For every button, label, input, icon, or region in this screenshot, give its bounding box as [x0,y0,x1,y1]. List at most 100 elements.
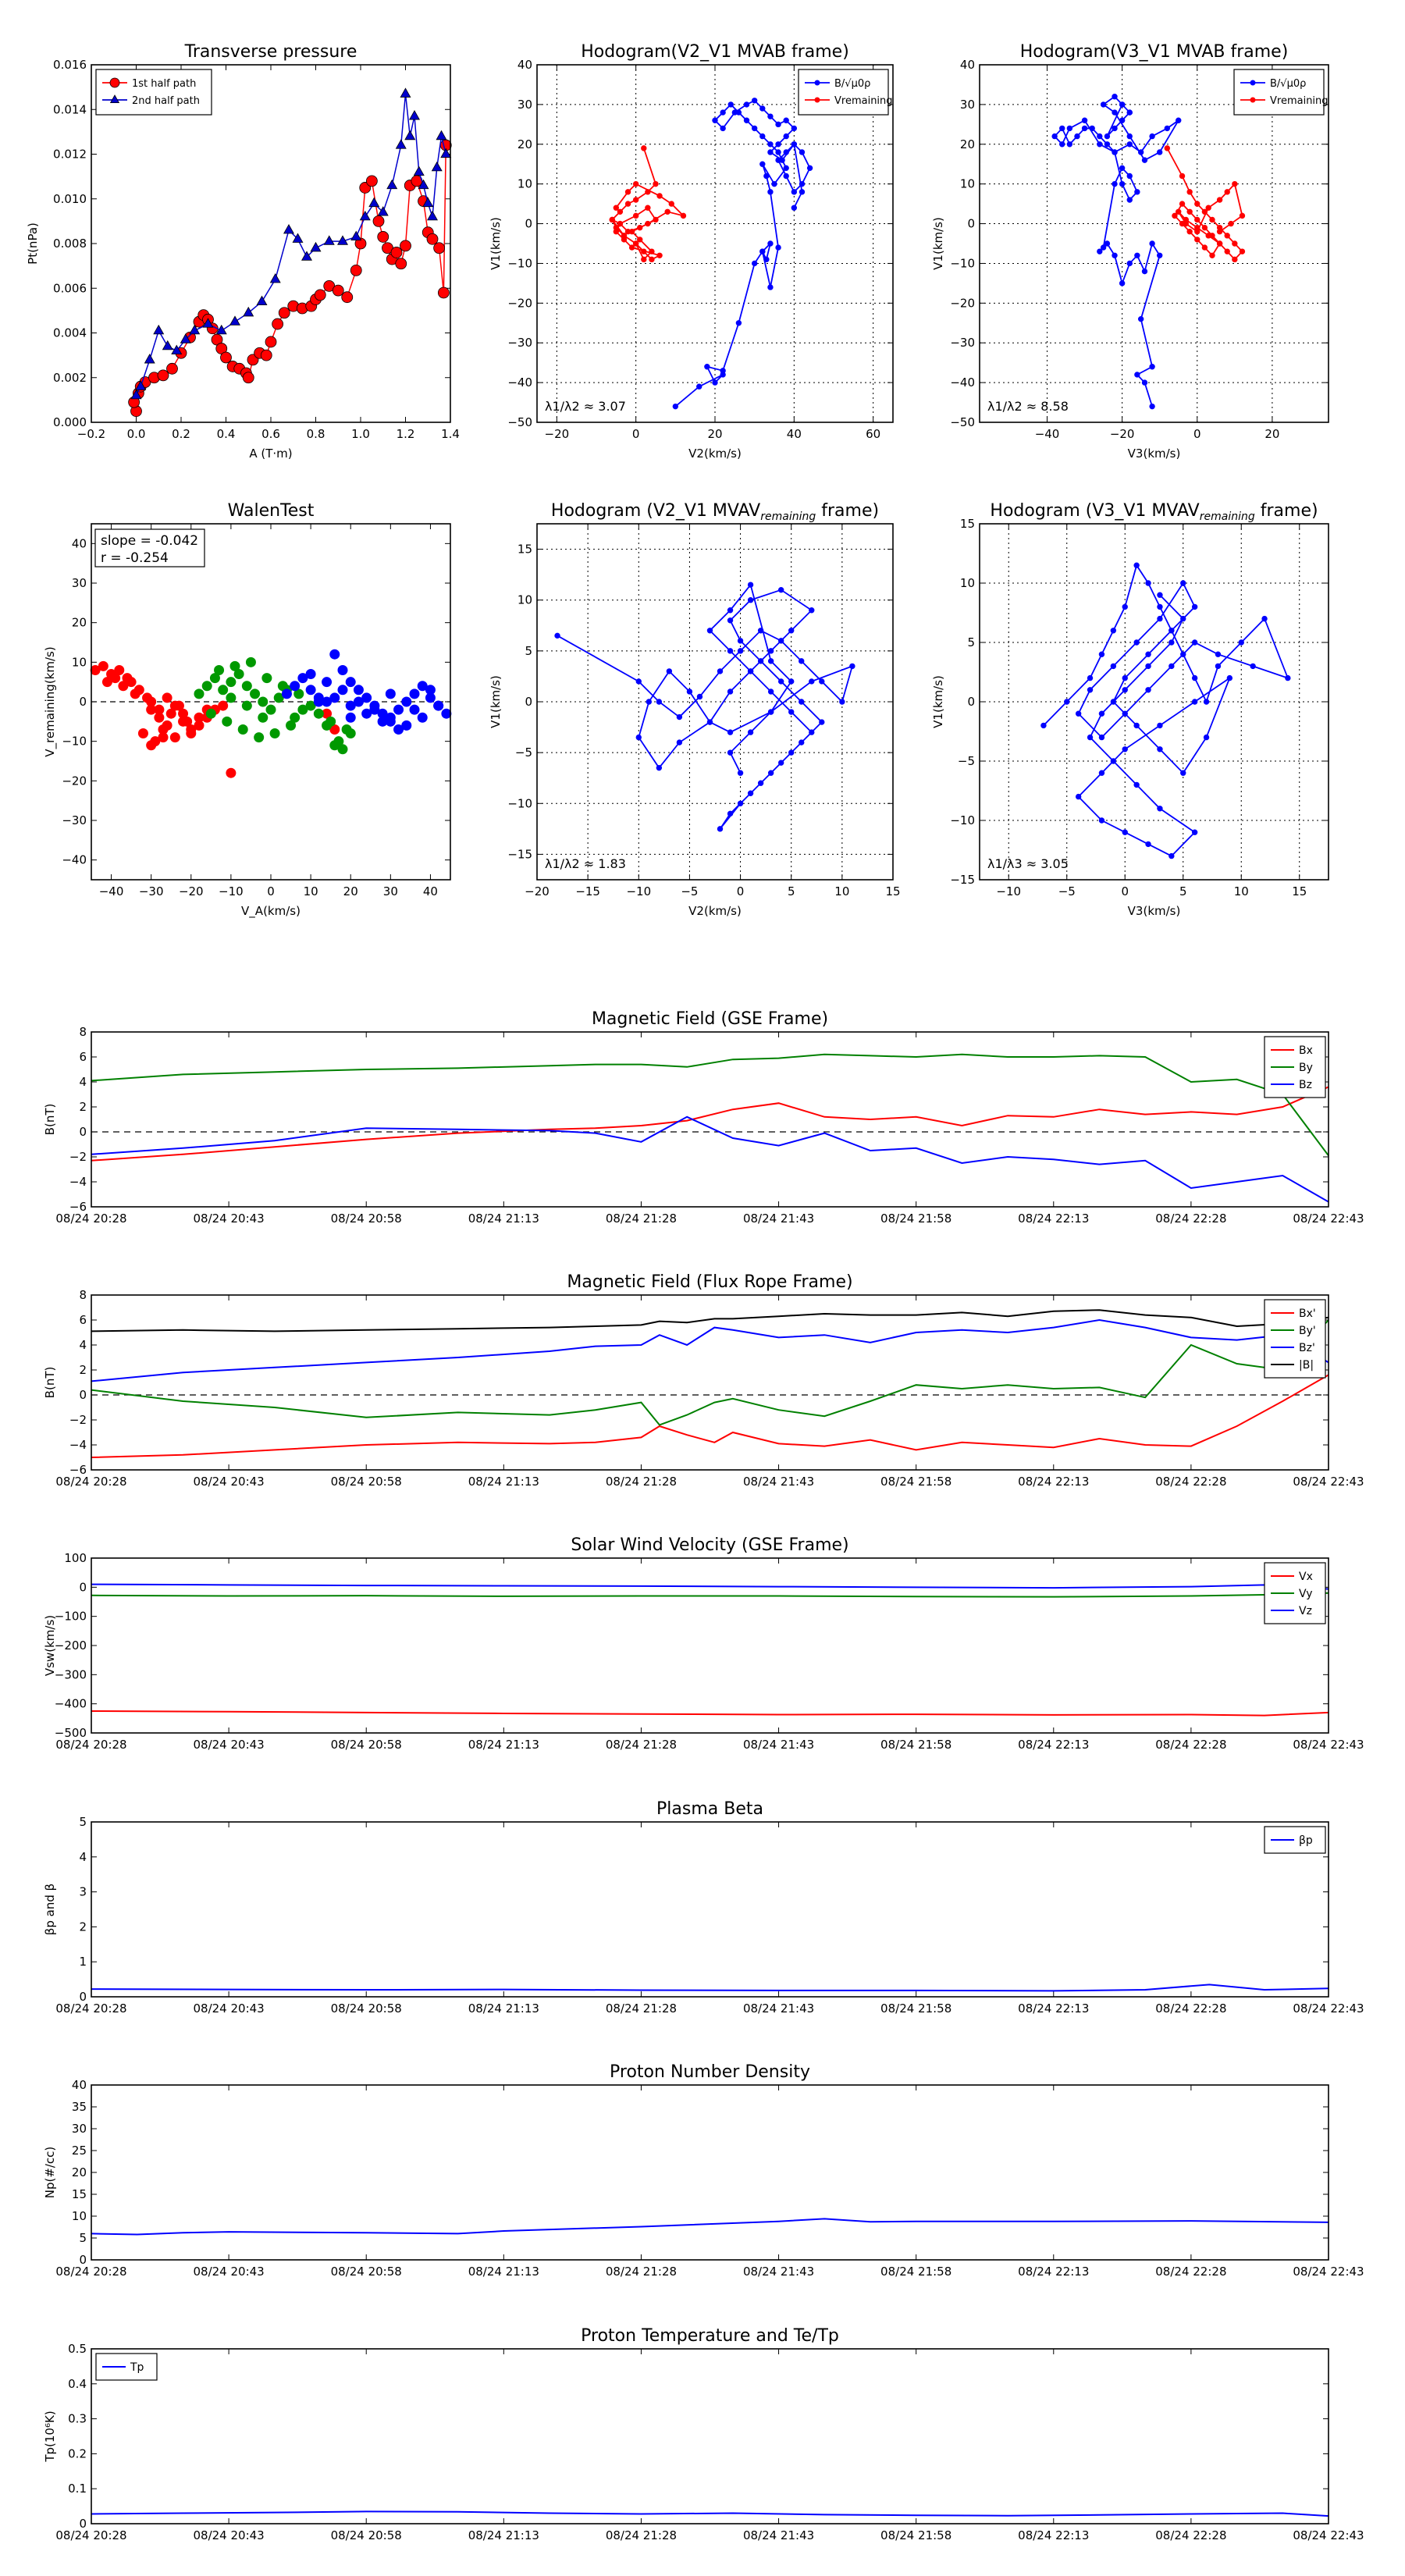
data-point [1157,603,1163,610]
data-point [737,800,744,806]
data-point [202,318,214,328]
data-point [1097,133,1103,140]
data-point [747,668,754,674]
plot-frame [979,523,1329,881]
series-Vy [91,1592,1329,1598]
data-point [637,224,643,231]
data-point [1164,145,1171,151]
data-point [1180,770,1186,776]
data-point [109,94,120,104]
x-axis-label: V2(km/s) [688,447,742,461]
x-tick-label: 0.6 [261,427,280,441]
legend: Bx' By' Bz' |B| [1264,1299,1326,1379]
legend: Bx By Bz [1264,1036,1326,1098]
x-tick-label: 10 [834,884,849,898]
x-tick-label: 08/24 20:28 [55,1212,126,1226]
data-point [747,597,754,603]
plot-frame [91,1031,1329,1208]
data-point [1176,117,1182,123]
y-tick-label: 40 [518,58,532,72]
x-tick-label: 08/24 22:28 [1155,2265,1226,2279]
data-point [433,700,444,711]
data-point [1209,216,1215,223]
data-point [220,351,232,364]
data-point [1194,229,1200,235]
legend-entry: Vremaining [1270,95,1329,107]
data-point [1191,603,1198,610]
y-tick-label: −40 [507,375,532,390]
data-point [1059,141,1065,148]
annotation-box [94,528,205,568]
y-tick-label: 20 [960,137,975,151]
x-tick-label: −0.2 [77,427,105,441]
data-point [1087,674,1094,681]
data-point [628,229,635,235]
data-point [1164,125,1171,132]
x-tick-label: 15 [885,884,900,898]
legend: Vx Vy Vz [1264,1562,1326,1624]
legend: B/√μ0ρ Vremaining [798,69,893,116]
y-axis-label: V1(km/s) [931,217,945,270]
data-point [162,692,173,703]
data-point [767,240,774,247]
data-point [1194,216,1200,223]
data-point [1180,580,1186,586]
data-point [1126,173,1133,180]
x-tick-label: −5 [1058,884,1076,898]
data-point [1119,117,1126,123]
data-point [791,205,798,211]
legend: βp [1264,1826,1326,1854]
series-green [194,656,356,755]
x-tick-label: 08/24 20:28 [55,2528,126,2542]
series-Bx [91,1086,1329,1162]
y-tick-label: 15 [518,543,532,557]
data-point [757,628,764,634]
data-point [1232,240,1238,247]
data-point [422,197,434,208]
data-point [706,628,713,634]
data-point [1119,101,1126,108]
data-point [1122,829,1128,835]
data-point [1205,233,1211,239]
chart-title: Transverse pressure [184,42,357,62]
data-point [431,161,443,172]
data-point [361,708,372,719]
y-tick-label: 4 [79,1338,87,1352]
y-axis-label: V_remaining(km/s) [43,646,58,756]
data-point [1179,173,1186,180]
data-point [759,105,766,112]
data-point [645,205,651,211]
data-point [809,729,815,735]
x-tick-label: 60 [866,427,880,441]
data-point [214,664,225,675]
data-point [727,101,734,108]
y-tick-label: −30 [950,336,975,350]
y-tick-label: 6 [79,1313,87,1327]
data-point [368,197,380,208]
data-point [1157,149,1163,155]
data-point [377,206,389,216]
data-point [194,688,205,699]
data-point [809,607,815,614]
data-point [632,240,639,247]
data-point [261,673,272,684]
x-axis-label: V_A(km/s) [241,904,301,919]
series-By [91,1053,1329,1156]
data-point [1205,205,1211,211]
data-point [277,681,288,692]
data-point [809,678,815,685]
data-point [218,685,229,696]
legend-box [95,69,212,116]
y-tick-label: −4 [69,1438,87,1452]
y-axis-label: B(nT) [43,1104,57,1136]
y-axis-label: Pt(nPa) [26,222,40,265]
data-point [1075,793,1082,800]
y-tick-label: −4 [69,1175,87,1189]
data-point [98,660,108,671]
data-point [775,141,781,148]
data-point [114,664,125,675]
plot-frame [91,2084,1329,2261]
x-tick-label: 0 [267,884,275,898]
data-point [281,688,292,699]
y-tick-label: 0 [79,1125,87,1139]
